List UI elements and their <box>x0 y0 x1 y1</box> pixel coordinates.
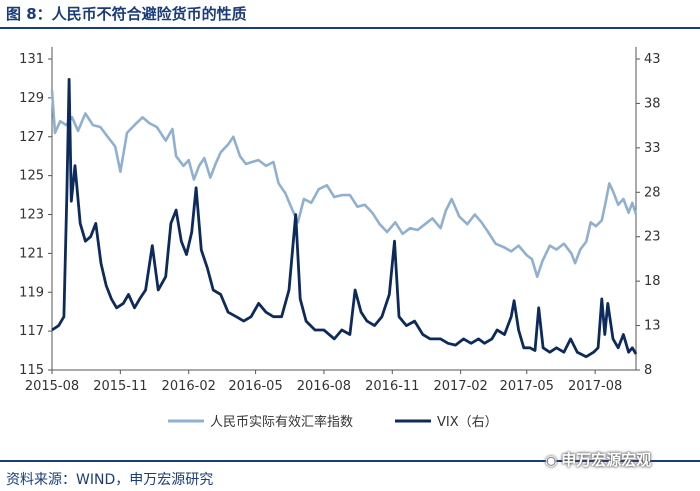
watermark: ◉ 申万宏源宏观 <box>545 449 651 470</box>
y-left-tick-label: 127 <box>19 130 44 145</box>
y-left-tick-label: 125 <box>19 169 44 184</box>
y-left-tick-label: 131 <box>19 52 44 67</box>
y-left-tick-label: 129 <box>19 91 44 106</box>
x-tick-label: 2016-08 <box>297 379 351 394</box>
y-right-tick-label: 43 <box>644 52 661 67</box>
wechat-icon: ◉ <box>545 453 558 469</box>
legend-label: VIX（右） <box>437 415 498 430</box>
chart-title: 图 8：人民币不符合避险货币的性质 <box>6 5 247 23</box>
x-tick-label: 2016-11 <box>365 379 419 394</box>
y-left-tick-label: 117 <box>19 324 44 339</box>
y-left-tick-label: 115 <box>19 363 44 378</box>
x-tick-label: 2016-05 <box>228 379 282 394</box>
x-tick-label: 2015-08 <box>25 379 79 394</box>
series-line-rmb <box>50 90 638 278</box>
y-right-tick-label: 38 <box>644 96 661 111</box>
y-right-tick-label: 23 <box>644 230 661 245</box>
y-right-tick-label: 33 <box>644 141 661 156</box>
x-tick-label: 2017-08 <box>568 379 622 394</box>
x-tick-label: 2017-05 <box>500 379 554 394</box>
series-line-vix <box>51 78 638 359</box>
y-right-tick-label: 13 <box>644 319 661 334</box>
source-note: 资料来源：WIND，申万宏源研究 <box>6 472 214 488</box>
title-bar: 图 8：人民币不符合避险货币的性质 <box>0 0 700 29</box>
x-tick-label: 2016-02 <box>162 379 216 394</box>
title-divider <box>0 27 700 29</box>
y-right-tick-label: 28 <box>644 185 661 200</box>
y-right-tick-label: 8 <box>644 363 652 378</box>
chart-area: 1151171191211231251271291318131823283338… <box>19 47 661 430</box>
y-left-tick-label: 119 <box>19 285 44 300</box>
source-divider <box>0 460 700 462</box>
legend-label: 人民币实际有效汇率指数 <box>210 414 353 430</box>
y-right-tick-label: 18 <box>644 274 661 289</box>
x-tick-label: 2017-02 <box>433 379 487 394</box>
watermark-label: 申万宏源宏观 <box>561 451 652 469</box>
x-tick-label: 2015-11 <box>93 379 147 394</box>
y-left-tick-label: 123 <box>19 208 44 223</box>
y-left-tick-label: 121 <box>19 246 44 261</box>
source-bar: 资料来源：WIND，申万宏源研究 <box>0 460 700 491</box>
